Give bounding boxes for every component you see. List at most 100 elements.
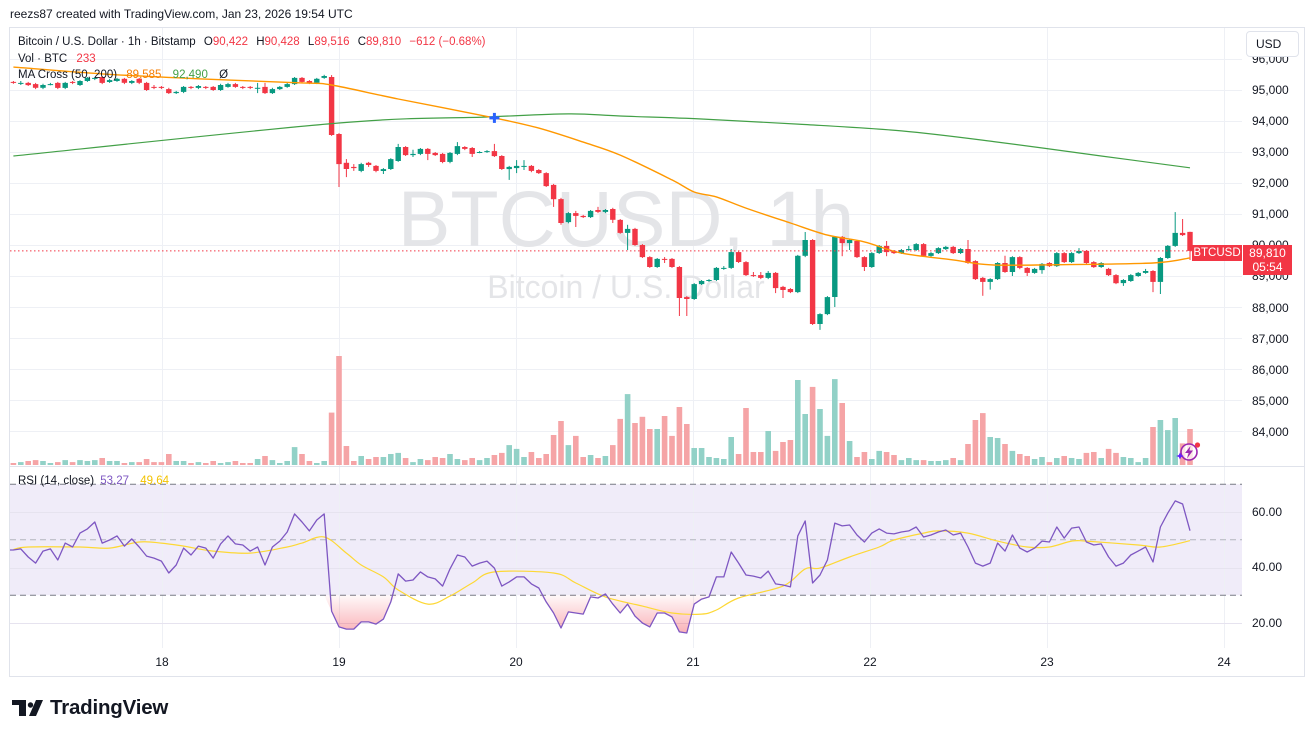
chart-frame[interactable]	[9, 27, 1305, 677]
volume-bar	[898, 460, 905, 465]
ma-cross-marker-icon	[489, 112, 500, 123]
price-change: −612 (−0.68%)	[409, 36, 486, 48]
candle	[380, 168, 387, 174]
time-tick: 23	[1040, 655, 1054, 669]
time-axis[interactable]: 18 19 20 21 22 23 24	[10, 648, 1304, 676]
ohlc-close-label: C	[357, 36, 367, 48]
candle	[743, 261, 749, 276]
volume-bar	[1068, 458, 1075, 465]
volume-bar	[957, 460, 964, 465]
candle	[232, 82, 239, 88]
rsi-pane[interactable]	[10, 500, 1191, 634]
tradingview-logo[interactable]: TradingView	[12, 696, 168, 720]
candle	[1128, 274, 1134, 282]
candle	[654, 258, 660, 268]
volume-bar	[743, 408, 749, 465]
candle	[536, 169, 542, 174]
price-tick: 88,000	[1252, 301, 1289, 315]
candle	[180, 86, 187, 94]
candle	[787, 288, 794, 294]
candle	[735, 251, 742, 263]
volume-bar	[728, 437, 734, 465]
volume-bar	[787, 440, 794, 465]
candle	[1150, 270, 1156, 293]
price-pane[interactable]	[10, 66, 1193, 465]
volume-bar	[661, 416, 668, 465]
volume-bar	[832, 379, 838, 465]
candle	[795, 254, 801, 294]
volume-bar	[284, 461, 290, 465]
candle	[425, 148, 431, 161]
legend-volume[interactable]: Vol · BTC 233	[18, 51, 96, 67]
candle	[462, 146, 468, 151]
volume-bar	[876, 450, 882, 465]
volume-bar	[913, 460, 919, 465]
rsi-oversold-fill	[13, 595, 1190, 633]
volume-bar	[750, 452, 757, 465]
candle	[1061, 252, 1067, 263]
candle	[277, 86, 283, 90]
candle	[728, 249, 734, 269]
candle	[188, 86, 194, 90]
volume-bar	[129, 462, 135, 465]
legend-rsi[interactable]: RSI (14, close) 53.27 49.64	[18, 473, 169, 489]
candle	[476, 151, 483, 154]
candle	[1105, 267, 1112, 276]
volume-bar	[188, 463, 194, 465]
candle	[1120, 279, 1127, 286]
candle	[10, 81, 17, 84]
volume-bar	[262, 456, 268, 465]
candle	[84, 77, 91, 82]
candle	[669, 258, 675, 268]
volume-bar	[802, 414, 808, 465]
lightning-icon[interactable]	[1176, 440, 1202, 464]
volume-bar	[314, 463, 320, 465]
candle	[758, 272, 764, 280]
currency-button[interactable]: USD	[1246, 31, 1299, 57]
volume-bar	[151, 462, 157, 465]
volume-bar	[173, 461, 179, 465]
ma-cross-title[interactable]: MA Cross (50, 200)	[18, 69, 118, 81]
symbol-title[interactable]: Bitcoin / U.S. Dollar · 1h · Bitstamp	[18, 36, 196, 48]
candle	[225, 82, 231, 88]
last-price-label: 89,810 05:54	[1243, 245, 1292, 275]
candle	[121, 77, 128, 85]
ohlc-close: C89,810	[358, 36, 402, 48]
candle	[706, 279, 712, 282]
price-scale[interactable]: 96,000 95,000 94,000 93,000 92,000 91,00…	[1242, 28, 1304, 648]
volume-bar	[558, 421, 564, 465]
candle	[661, 257, 668, 263]
volume-bar	[617, 418, 623, 465]
volume-bar	[195, 462, 202, 465]
legend-main-series[interactable]: Bitcoin / U.S. Dollar · 1h · Bitstamp O9…	[18, 34, 486, 50]
candle	[854, 240, 860, 258]
candle	[713, 267, 720, 281]
candle	[284, 82, 290, 88]
rsi-ma-line	[13, 530, 1191, 615]
legend-ma-cross[interactable]: MA Cross (50, 200) 89,585 92,490 Ø	[18, 67, 228, 83]
volume-bar	[166, 454, 172, 465]
volume-bar	[1142, 458, 1149, 465]
volume-bar	[439, 458, 446, 465]
volume-bar	[684, 424, 690, 465]
rsi-value: 53.27	[100, 475, 130, 487]
candle	[1009, 256, 1016, 276]
rsi-title[interactable]: RSI (14, close)	[18, 475, 95, 487]
volume-bar	[499, 452, 505, 465]
candle	[151, 85, 157, 90]
candle	[69, 81, 76, 85]
ohlc-high: H90,428	[256, 36, 300, 48]
candle	[698, 280, 705, 285]
candle	[25, 81, 31, 86]
volume-bar	[388, 454, 394, 465]
volume-bar	[573, 435, 579, 465]
volume-bar	[994, 438, 1001, 465]
volume-title[interactable]: Vol · BTC	[18, 53, 68, 65]
candle	[343, 159, 350, 178]
volume-bar	[521, 457, 527, 465]
volume-value: 233	[76, 53, 96, 65]
volume-bar	[1076, 459, 1082, 465]
volume-bar	[1128, 458, 1134, 465]
